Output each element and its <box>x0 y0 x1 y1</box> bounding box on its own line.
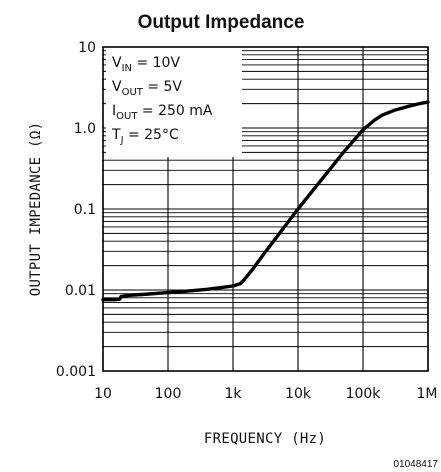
x-tick-label: 100k <box>346 386 382 402</box>
x-tick-label: 1M <box>417 386 438 402</box>
x-tick-label: 10 <box>94 386 112 402</box>
curve-layer <box>101 100 430 302</box>
y-axis-label: OUTPUT IMPEDANCE (Ω) <box>28 122 44 297</box>
impedance-curve <box>101 100 430 302</box>
y-tick-label: 10 <box>78 40 96 56</box>
x-tick-label: 100 <box>155 386 182 402</box>
y-tick-label: 0.001 <box>56 364 96 380</box>
x-tick-labels: 10 100 1k 10k 100k 1M <box>94 386 437 402</box>
x-tick-label: 1k <box>224 386 242 402</box>
chart-title: Output Impedance <box>138 12 305 33</box>
y-tick-label: 1.0 <box>74 121 96 137</box>
y-tick-label: 0.01 <box>65 283 96 299</box>
x-tick-label: 10k <box>285 386 312 402</box>
y-tick-labels: 0.001 0.01 0.1 1.0 10 <box>56 40 96 380</box>
conditions-background <box>106 46 242 157</box>
condition-vin: VIN = 10V <box>112 55 180 74</box>
y-tick-label: 0.1 <box>74 202 96 218</box>
figure-id: 01048417 <box>394 459 439 470</box>
conditions-box: VIN = 10V VOUT = 5V IOUT = 250 mA TJ = 2… <box>106 46 242 157</box>
plot-frame <box>102 46 429 372</box>
condition-tj: TJ = 25°C <box>111 127 179 146</box>
condition-iout: IOUT = 250 mA <box>112 103 213 122</box>
x-axis-label: FREQUENCY (Hz) <box>204 431 326 447</box>
condition-vout: VOUT = 5V <box>112 79 182 98</box>
